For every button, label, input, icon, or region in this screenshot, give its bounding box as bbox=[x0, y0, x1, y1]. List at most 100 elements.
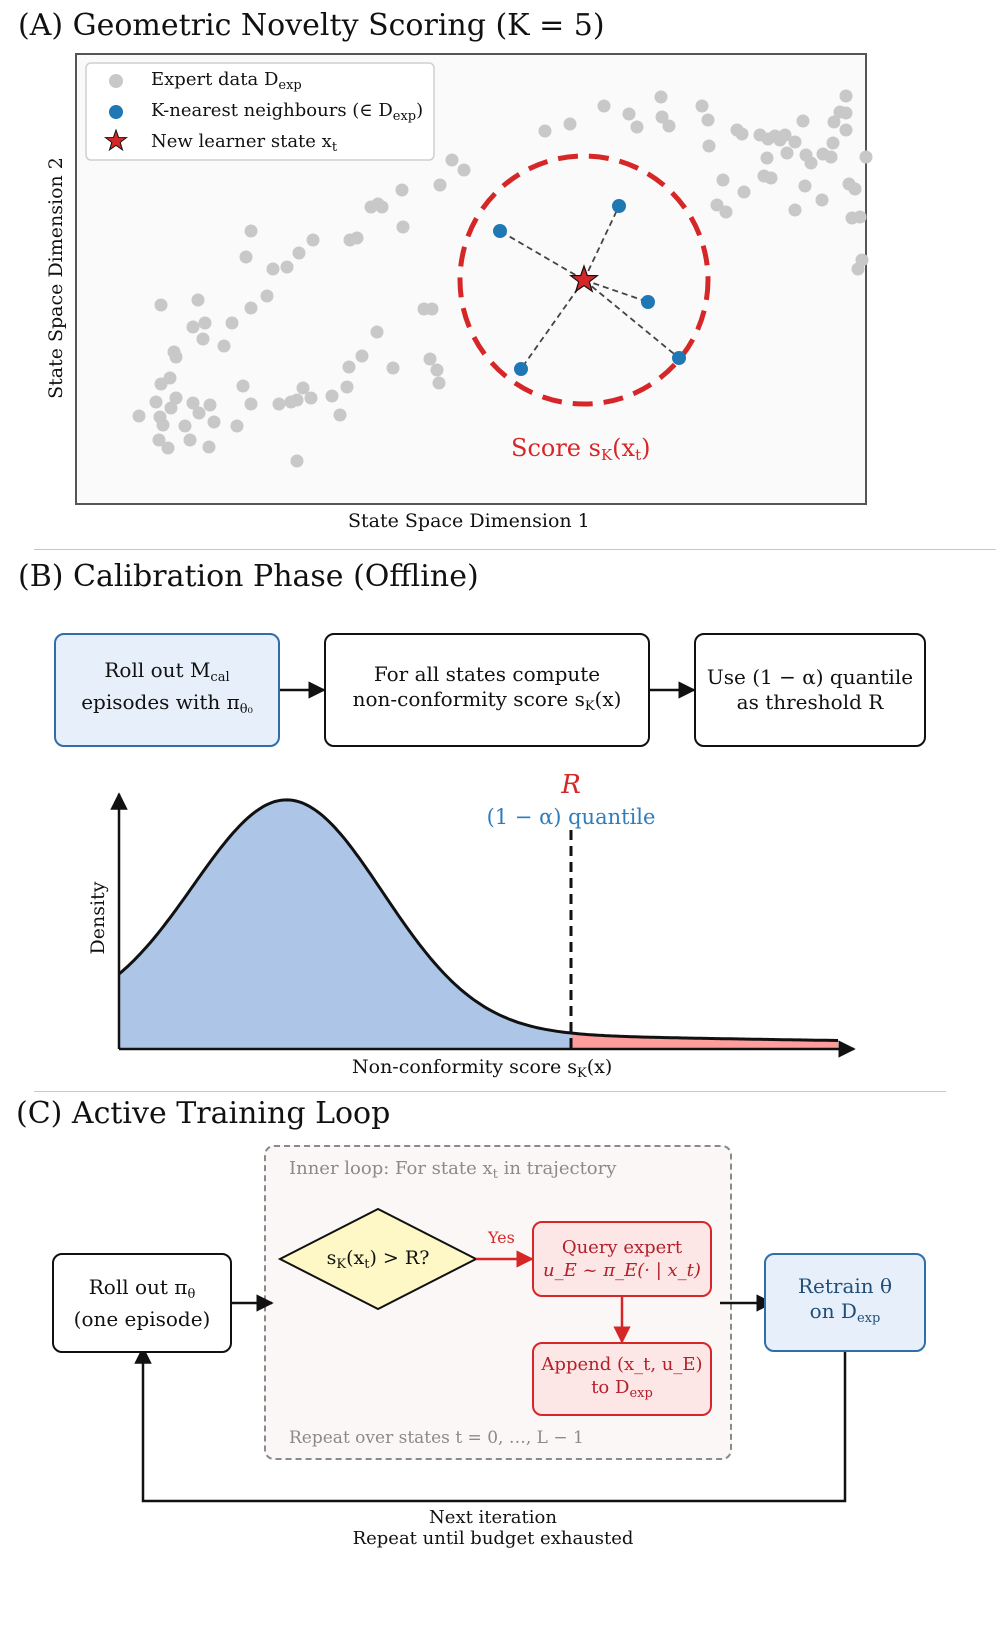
expert-point bbox=[163, 371, 177, 385]
expert-point bbox=[701, 113, 715, 127]
expert-point bbox=[839, 106, 853, 120]
divider-bc bbox=[34, 1091, 946, 1092]
legend-expert-marker bbox=[109, 74, 123, 88]
legend-learner-label: New learner state xt bbox=[151, 131, 338, 155]
quantile-threshold-box: Use (1 − α) quantile as threshold R bbox=[694, 633, 926, 747]
expert-point bbox=[296, 381, 310, 395]
expert-point bbox=[244, 224, 258, 238]
expert-point bbox=[702, 139, 716, 153]
expert-point bbox=[780, 146, 794, 160]
panel-a-title: (A) Geometric Novelty Scoring (K = 5) bbox=[18, 8, 605, 43]
panel-a-ylabel: State Space Dimension 2 bbox=[45, 157, 67, 399]
expert-point bbox=[290, 393, 304, 407]
expert-point bbox=[355, 349, 369, 363]
panel-a-xlabel: State Space Dimension 1 bbox=[348, 510, 590, 532]
expert-point bbox=[186, 320, 200, 334]
expert-point bbox=[563, 117, 577, 131]
expert-point bbox=[815, 193, 829, 207]
expert-point bbox=[788, 203, 802, 217]
expert-point bbox=[239, 250, 253, 264]
expert-point bbox=[859, 150, 873, 164]
expert-point bbox=[848, 182, 862, 196]
learner-star-marker bbox=[568, 264, 600, 293]
expert-point bbox=[737, 185, 751, 199]
legend-star-marker bbox=[104, 128, 128, 152]
query-expert-box: Query expert u_E ~ π_E(· | x_t) bbox=[532, 1221, 712, 1297]
expert-point bbox=[695, 99, 709, 113]
expert-point bbox=[196, 332, 210, 346]
rollout-calibration-box: Roll out Mcal episodes with πθ₀ bbox=[54, 633, 280, 747]
expert-point bbox=[236, 379, 250, 393]
expert-point bbox=[804, 156, 818, 170]
neighbour-link bbox=[583, 279, 680, 359]
expert-point bbox=[333, 408, 347, 422]
yes-label: Yes bbox=[488, 1228, 515, 1247]
expert-point bbox=[266, 262, 280, 276]
rollout-episode-box: Roll out πθ (one episode) bbox=[52, 1253, 232, 1353]
expert-point bbox=[445, 153, 459, 167]
neighbour-point bbox=[672, 351, 686, 365]
expert-point bbox=[207, 415, 221, 429]
expert-point bbox=[167, 345, 181, 359]
retrain-box: Retrain θ on Dexp bbox=[764, 1253, 926, 1352]
expert-point bbox=[433, 178, 447, 192]
quantile-label: (1 − α) quantile bbox=[486, 805, 656, 829]
expert-point bbox=[710, 198, 724, 212]
expert-point bbox=[457, 163, 471, 177]
expert-point bbox=[306, 233, 320, 247]
expert-point bbox=[153, 410, 167, 424]
expert-point bbox=[826, 136, 840, 150]
compute-scores-box: For all states compute non-conformity sc… bbox=[324, 633, 650, 747]
neighbour-point bbox=[514, 362, 528, 376]
density-xlabel: Non-conformity score sK(x) bbox=[352, 1056, 613, 1081]
expert-point bbox=[203, 398, 217, 412]
expert-point bbox=[272, 397, 286, 411]
expert-point bbox=[152, 433, 166, 447]
expert-point bbox=[855, 253, 869, 267]
expert-point bbox=[853, 210, 867, 224]
novelty-scatter-plot bbox=[75, 53, 873, 505]
expert-point bbox=[186, 396, 200, 410]
expert-point bbox=[198, 316, 212, 330]
legend-neighbour-label: K-nearest neighbours (∈ Dexp) bbox=[151, 100, 424, 124]
expert-point bbox=[217, 339, 231, 353]
expert-point bbox=[342, 360, 356, 374]
expert-point bbox=[716, 173, 730, 187]
expert-point bbox=[260, 289, 274, 303]
append-data-box: Append (x_t, u_E) to Dexp bbox=[532, 1342, 712, 1416]
panel-c-title: (C) Active Training Loop bbox=[16, 1096, 391, 1131]
expert-point bbox=[430, 363, 444, 377]
density-curve bbox=[118, 798, 838, 1042]
expert-point bbox=[788, 135, 802, 149]
neighbour-link bbox=[583, 279, 649, 303]
expert-points bbox=[132, 89, 873, 468]
expert-point bbox=[178, 419, 192, 433]
panel-b-title: (B) Calibration Phase (Offline) bbox=[18, 559, 479, 594]
decision-text: sK(xt) > R? bbox=[326, 1247, 430, 1272]
neighbour-points bbox=[493, 199, 686, 376]
expert-point bbox=[202, 440, 216, 454]
expert-point bbox=[192, 406, 206, 420]
threshold-r-label: R bbox=[561, 770, 581, 800]
expert-point bbox=[719, 205, 733, 219]
expert-point bbox=[622, 107, 636, 121]
neighbour-point bbox=[612, 199, 626, 213]
expert-point bbox=[425, 302, 439, 316]
expert-point bbox=[149, 395, 163, 409]
neighbour-point bbox=[641, 295, 655, 309]
neighbour-links bbox=[499, 205, 680, 370]
expert-point bbox=[760, 151, 774, 165]
expert-point bbox=[824, 150, 838, 164]
expert-point bbox=[630, 120, 644, 134]
density-plot bbox=[110, 792, 856, 1058]
expert-point bbox=[280, 260, 294, 274]
repeat-until-label: Repeat until budget exhausted bbox=[352, 1528, 634, 1549]
expert-point bbox=[244, 397, 258, 411]
expert-point bbox=[325, 389, 339, 403]
neighbour-link bbox=[499, 230, 585, 281]
expert-point bbox=[154, 298, 168, 312]
expert-point bbox=[662, 119, 676, 133]
expert-point bbox=[225, 316, 239, 330]
expert-point bbox=[183, 433, 197, 447]
next-iteration-label: Next iteration bbox=[429, 1507, 557, 1528]
